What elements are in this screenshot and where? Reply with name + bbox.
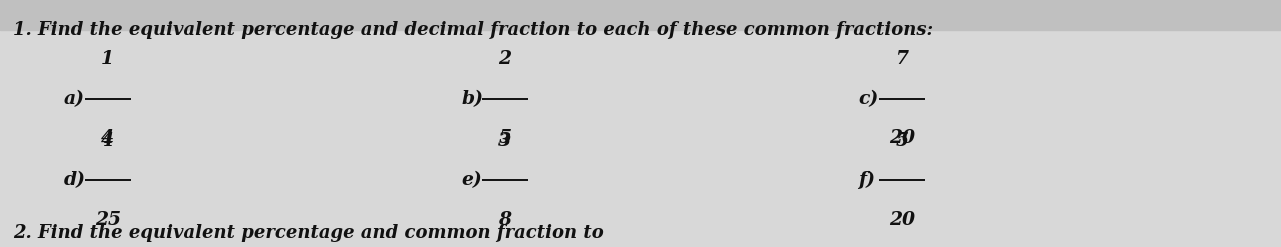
Text: a): a): [64, 90, 85, 108]
Text: 7: 7: [895, 50, 908, 68]
Text: 1. Find the equivalent percentage and decimal fraction to each of these common f: 1. Find the equivalent percentage and de…: [13, 21, 933, 39]
Text: 20: 20: [889, 211, 915, 229]
Text: 5: 5: [498, 129, 511, 147]
Text: 4: 4: [101, 132, 114, 150]
Text: 2. Find the equivalent percentage and common fraction to: 2. Find the equivalent percentage and co…: [13, 224, 603, 242]
Text: 4: 4: [101, 129, 114, 147]
Text: 25: 25: [95, 211, 120, 229]
Text: 5: 5: [895, 132, 908, 150]
Bar: [0, 0, 1281, 30]
Text: f): f): [858, 171, 875, 189]
Text: 8: 8: [498, 211, 511, 229]
Text: 20: 20: [889, 129, 915, 147]
Text: c): c): [858, 90, 879, 108]
Text: b): b): [461, 90, 483, 108]
Text: d): d): [64, 171, 86, 189]
Text: 3: 3: [498, 132, 511, 150]
Text: 1: 1: [101, 50, 114, 68]
Text: 2: 2: [498, 50, 511, 68]
Text: e): e): [461, 171, 482, 189]
